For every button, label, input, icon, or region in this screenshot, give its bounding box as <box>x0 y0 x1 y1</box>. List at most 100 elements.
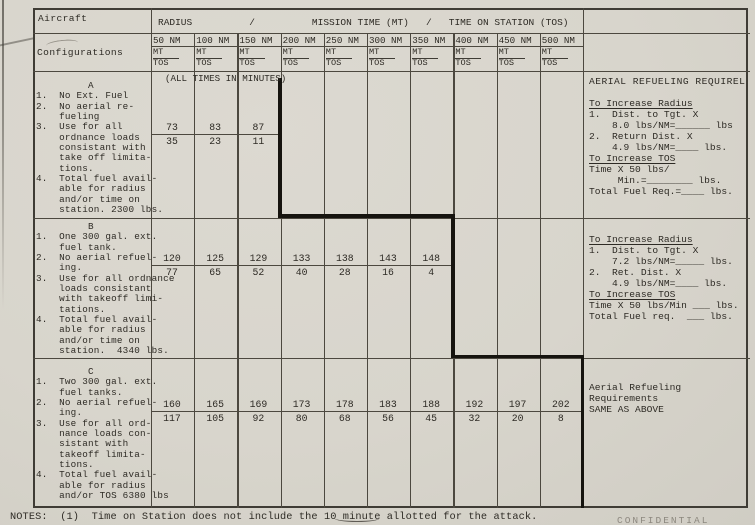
tos-label: TOS <box>239 57 255 68</box>
mt-label: MT <box>282 47 309 59</box>
mt-value: 73 <box>166 121 178 133</box>
panel-line <box>589 87 749 98</box>
tos-label: TOS <box>325 57 342 68</box>
mt-tos-header: MT TOS <box>369 47 395 69</box>
config-c-description: C 1. Two 300 gal. ext. fuel tanks. 2. No… <box>36 366 169 502</box>
column-divider <box>539 33 542 508</box>
boundary-vertical-1 <box>278 78 282 218</box>
mt-tos-header: MT TOS <box>498 47 525 69</box>
mt-value: 143 <box>379 252 397 264</box>
mt-value: 120 <box>163 252 181 264</box>
mt-label: MT <box>412 47 439 59</box>
mt-label: MT <box>153 47 179 59</box>
panel-line: 1. Dist. to Tgt. X <box>589 109 699 120</box>
mt-label: MT <box>498 47 525 59</box>
panel-line: 4.9 lbs/NM=____ lbs. <box>589 278 728 289</box>
panel-line: Aerial Refueling <box>589 382 682 393</box>
mt-label: MT <box>239 47 266 59</box>
column-divider <box>237 33 239 508</box>
panel-line: 7.2 lbs/NM=_____ lbs. <box>589 256 733 267</box>
mt-value: 148 <box>422 252 440 264</box>
tos-value: 56 <box>382 412 394 424</box>
tos-value: 52 <box>252 266 265 278</box>
mt-tos-header: MT TOS <box>282 47 309 69</box>
section-a-b-divider <box>33 218 750 220</box>
panel-line: 2. Ret. Dist. X <box>589 267 682 278</box>
mt-value: 138 <box>335 252 354 264</box>
column-header-250-nm: 250 NM <box>325 34 359 46</box>
boundary-vertical-2 <box>451 214 455 358</box>
mt-tos-header: MT TOS <box>196 47 223 69</box>
refueling-panel-C: Aerial Refueling Requirements SAME AS ABOV… <box>589 382 749 415</box>
paper-diagonal-crease <box>0 37 35 47</box>
mt-label: MT <box>325 47 352 59</box>
column-header-100-nm: 100 NM <box>196 34 230 46</box>
paper-edge-crease <box>2 0 4 310</box>
tos-value: 80 <box>295 412 308 424</box>
tos-value: 68 <box>338 412 351 424</box>
column-divider <box>410 33 412 508</box>
header-body-divider <box>33 71 750 73</box>
column-header-50-nm: 50 NM <box>153 34 181 46</box>
boundary-horizontal-1 <box>278 214 455 218</box>
tos-label: TOS <box>455 57 471 68</box>
column-header-350-nm: 350 NM <box>412 34 446 46</box>
panel-line: 4.9 lbs/NM=____ lbs. <box>589 142 728 153</box>
fraction-bar-B <box>151 265 452 267</box>
column-divider <box>280 33 282 508</box>
refueling-panel-B: To Increase Radius 1. Dist. to Tgt. X 7.2… <box>589 234 749 322</box>
boundary-vertical-3 <box>580 354 585 508</box>
notes-line: NOTES: (1) Time on Station does not incl… <box>10 511 538 523</box>
mt-tos-header: MT TOS <box>541 47 568 69</box>
panel-line: To Increase TOS <box>589 289 676 300</box>
tos-label: TOS <box>541 57 558 68</box>
minute-underline-mark <box>334 514 380 522</box>
column-header-200-nm: 200 NM <box>282 34 316 46</box>
section-b-c-divider <box>33 358 750 360</box>
aircraft-label: Aircraft <box>38 13 88 24</box>
tos-value: 105 <box>206 412 224 424</box>
panel-divider <box>583 8 585 508</box>
tos-value: 23 <box>209 135 222 147</box>
tos-label: TOS <box>369 57 385 68</box>
panel-line: 1. Dist. to Tgt. X <box>589 245 699 256</box>
mt-value: 160 <box>163 398 181 410</box>
configurations-label: Configurations <box>37 47 124 58</box>
tos-value: 8 <box>557 412 564 424</box>
header-row-divider <box>33 33 750 35</box>
all-times-in-minutes-note: (ALL TIMES IN MINUTES) <box>165 73 287 84</box>
panel-line: SAME AS ABOVE <box>589 404 664 415</box>
tos-value: 65 <box>209 266 222 278</box>
tos-value: 92 <box>252 412 265 424</box>
mt-value: 83 <box>209 121 222 133</box>
column-divider <box>496 33 498 508</box>
panel-line: Total Fuel Req.=____ lbs. <box>589 186 733 197</box>
mt-value: 188 <box>422 398 440 410</box>
column-header-300-nm: 300 NM <box>369 34 403 46</box>
mt-value: 183 <box>379 398 397 410</box>
tos-value: 45 <box>425 412 438 424</box>
column-header-400-nm: 400 NM <box>455 34 489 46</box>
tos-label: TOS <box>282 57 299 68</box>
panel-line: To Increase Radius <box>589 98 693 109</box>
refueling-panel-A: AERIAL REFUELING REQUIREL To Increase Rad… <box>589 76 749 197</box>
mt-label: MT <box>369 47 395 59</box>
panel-line: Requirements <box>589 393 659 404</box>
mt-tos-header: MT TOS <box>153 47 179 69</box>
mt-value: 173 <box>292 398 311 410</box>
confidential-stamp: CONFIDENTIAL <box>617 515 710 525</box>
panel-line: To Increase Radius <box>589 234 693 245</box>
panel-line: Time X 50 lbs/ <box>589 164 670 175</box>
mt-value: 87 <box>252 121 265 133</box>
mt-value: 133 <box>292 252 311 264</box>
tos-label: TOS <box>153 57 169 68</box>
panel-line: Total Fuel req. ___ lbs. <box>589 311 733 322</box>
panel-line: Min.=________ lbs. <box>589 175 722 186</box>
tos-value: 32 <box>468 412 481 424</box>
mt-label: MT <box>541 47 568 59</box>
column-divider <box>194 33 196 508</box>
mt-tos-header: MT TOS <box>455 47 482 69</box>
panel-line: 8.0 lbs/NM=______ lbs <box>589 120 733 131</box>
column-divider <box>323 33 326 508</box>
